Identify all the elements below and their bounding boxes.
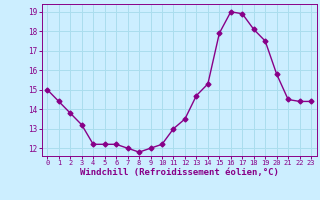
X-axis label: Windchill (Refroidissement éolien,°C): Windchill (Refroidissement éolien,°C) (80, 168, 279, 177)
